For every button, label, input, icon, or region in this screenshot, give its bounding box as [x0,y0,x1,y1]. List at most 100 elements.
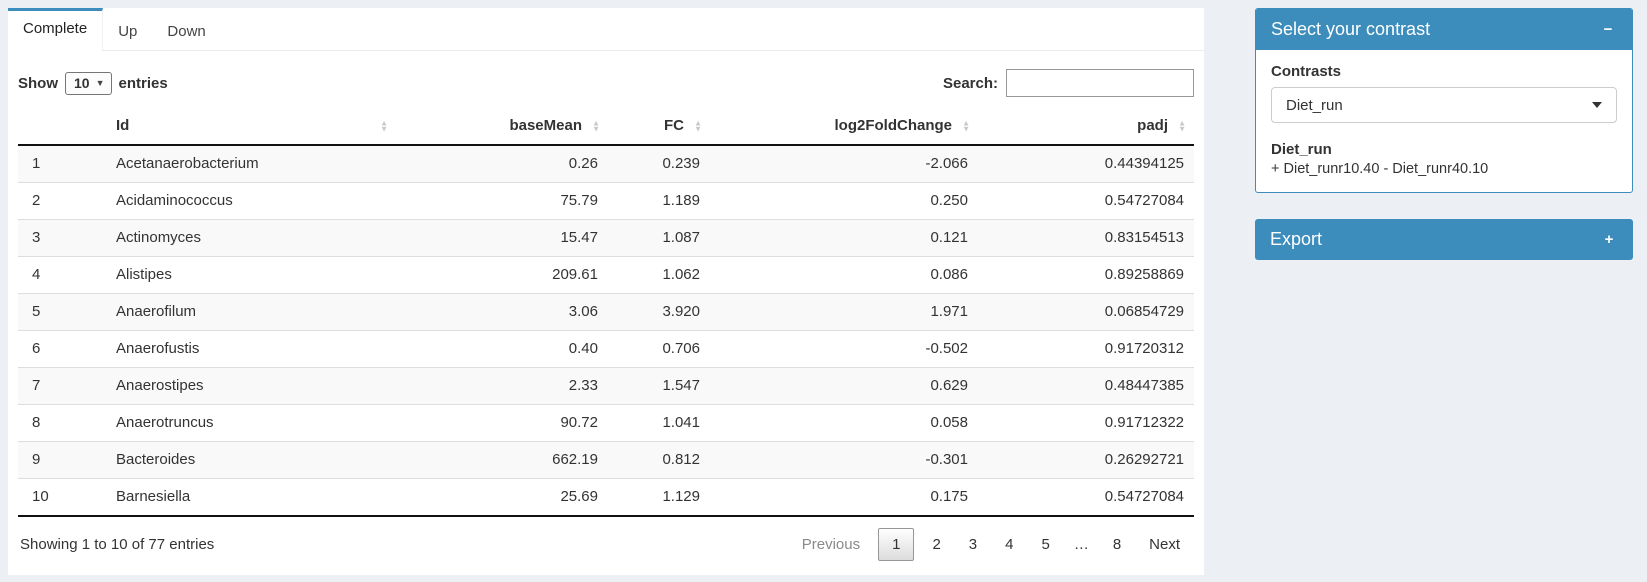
table-row: 2 Acidaminococcus 75.79 1.189 0.250 0.5472708… [18,182,1194,220]
cell-id: Anaerofilum [106,293,396,331]
page-button-2[interactable]: 2 [932,536,941,553]
contrast-name: Diet_run [1271,141,1332,158]
contrast-select[interactable]: Diet_run [1271,87,1617,123]
contrasts-label: Contrasts [1271,63,1342,80]
cell-padj: 0.91720312 [978,330,1194,368]
cell-padj: 0.91712322 [978,404,1194,442]
contrast-panel-title: Select your contrast [1271,19,1431,39]
search-control: Search: [943,69,1194,97]
column-header-log2foldchange[interactable]: log2FoldChange ▲ ▼ [710,109,978,146]
expand-plus-icon[interactable]: + [1604,230,1614,248]
table-header-row: Id ▲ ▼ baseMean ▲ ▼ FC ▲ ▼ log2FoldChange ▲ ▼ padj ▲ ▼ [18,109,1194,146]
tab-bar: Complete Up Down [8,8,1204,51]
row-index: 9 [18,441,106,479]
cell-fc: 1.062 [608,256,710,294]
cell-fc: 1.547 [608,367,710,405]
row-index: 5 [18,293,106,331]
results-content: Show 10 ▼ entries Search: [8,51,1204,575]
column-label: Id [116,117,130,134]
cell-basemean: 2.33 [396,367,608,405]
cell-basemean: 15.47 [396,219,608,257]
page-button-previous[interactable]: Previous [801,536,861,553]
cell-id: Actinomyces [106,219,396,257]
cell-fc: 3.920 [608,293,710,331]
sort-icon: ▲ ▼ [694,118,702,134]
collapse-minus-icon[interactable]: − [1603,20,1613,38]
index-column-header[interactable] [18,109,106,146]
page-button-8[interactable]: 8 [1112,536,1122,553]
page-button-3[interactable]: 3 [968,536,978,553]
select-caret-icon: ▼ [95,77,105,88]
sort-icon: ▲ ▼ [380,118,388,134]
contrast-panel-header[interactable]: Select your contrast − [1256,9,1632,50]
row-index: 8 [18,404,106,442]
cell-log2foldchange: -0.301 [710,441,978,479]
cell-basemean: 0.26 [396,145,608,183]
cell-id: Anaerostipes [106,367,396,405]
table-row: 5 Anaerofilum 3.06 3.920 1.971 0.06854729 [18,293,1194,331]
cell-basemean: 90.72 [396,404,608,442]
table-row: 1 Acetanaerobacterium 0.26 0.239 -2.066 0.443… [18,145,1194,183]
cell-log2foldchange: 0.086 [710,256,978,294]
cell-padj: 0.89258869 [978,256,1194,294]
sort-icon: ▲ ▼ [962,118,970,134]
entries-label: entries [118,74,168,92]
table-row: 8 Anaerotruncus 90.72 1.041 0.058 0.91712322 [18,404,1194,442]
tab-complete[interactable]: Complete [8,8,104,51]
cell-padj: 0.83154513 [978,219,1194,257]
contrast-panel: Select your contrast − Contrasts Diet_ru… [1255,8,1633,193]
column-header-id[interactable]: Id ▲ ▼ [106,109,396,146]
export-panel-header[interactable]: Export + [1255,219,1633,260]
cell-fc: 1.087 [608,219,710,257]
cell-fc: 1.041 [608,404,710,442]
export-panel: Export + [1255,219,1633,260]
page-button-5[interactable]: 5 [1041,536,1050,553]
caret-down-icon [1592,102,1602,108]
column-header-basemean[interactable]: baseMean ▲ ▼ [396,109,608,146]
cell-log2foldchange: 0.250 [710,182,978,220]
row-index: 2 [18,182,106,220]
cell-log2foldchange: -0.502 [710,330,978,368]
show-label: Show [18,74,58,92]
table-body: 1 Acetanaerobacterium 0.26 0.239 -2.066 0.443… [18,145,1194,516]
cell-id: Anaerotruncus [106,404,396,442]
cell-basemean: 0.40 [396,330,608,368]
page-button-4[interactable]: 4 [1005,536,1014,553]
row-index: 10 [18,478,106,516]
row-index: 6 [18,330,106,368]
row-index: 7 [18,367,106,405]
cell-padj: 0.54727084 [978,182,1194,220]
column-label: padj [1137,117,1168,134]
page-button-…: … [1073,536,1089,553]
table-row: 9 Bacteroides 662.19 0.812 -0.301 0.26292721 [18,441,1194,479]
column-header-fc[interactable]: FC ▲ ▼ [608,109,710,146]
row-index: 1 [18,145,106,183]
cell-id: Alistipes [106,256,396,294]
pagination: Previous 1 2 3 4 5 … 8 Next [788,528,1194,561]
cell-padj: 0.26292721 [978,441,1194,479]
column-label: log2FoldChange [834,117,953,134]
tab-down[interactable]: Down [167,23,206,40]
search-label: Search: [942,74,998,92]
cell-log2foldchange: -2.066 [710,145,978,183]
search-input[interactable] [1006,69,1194,97]
page-button-next[interactable]: Next [1149,536,1180,553]
sort-icon: ▲ ▼ [592,118,600,134]
cell-basemean: 75.79 [396,182,608,220]
table-footer: Showing 1 to 10 of 77 entries Previous 1 2… [18,517,1194,561]
cell-padj: 0.44394125 [978,145,1194,183]
contrast-panel-body: Contrasts Diet_run Diet_run + Diet_runr1… [1256,50,1632,192]
cell-basemean: 209.61 [396,256,608,294]
row-index: 3 [18,219,106,257]
cell-fc: 0.239 [608,145,710,183]
column-header-padj[interactable]: padj ▲ ▼ [978,109,1194,146]
table-row: 4 Alistipes 209.61 1.062 0.086 0.89258869 [18,256,1194,294]
cell-log2foldchange: 1.971 [710,293,978,331]
tab-up[interactable]: Up [118,23,138,40]
row-index: 4 [18,256,106,294]
cell-id: Anaerofustis [106,330,396,368]
page-length-select[interactable]: 10 ▼ [65,71,112,95]
cell-padj: 0.54727084 [978,478,1194,516]
page-length-value: 10 [74,74,90,91]
page-button-1[interactable]: 1 [878,528,915,561]
